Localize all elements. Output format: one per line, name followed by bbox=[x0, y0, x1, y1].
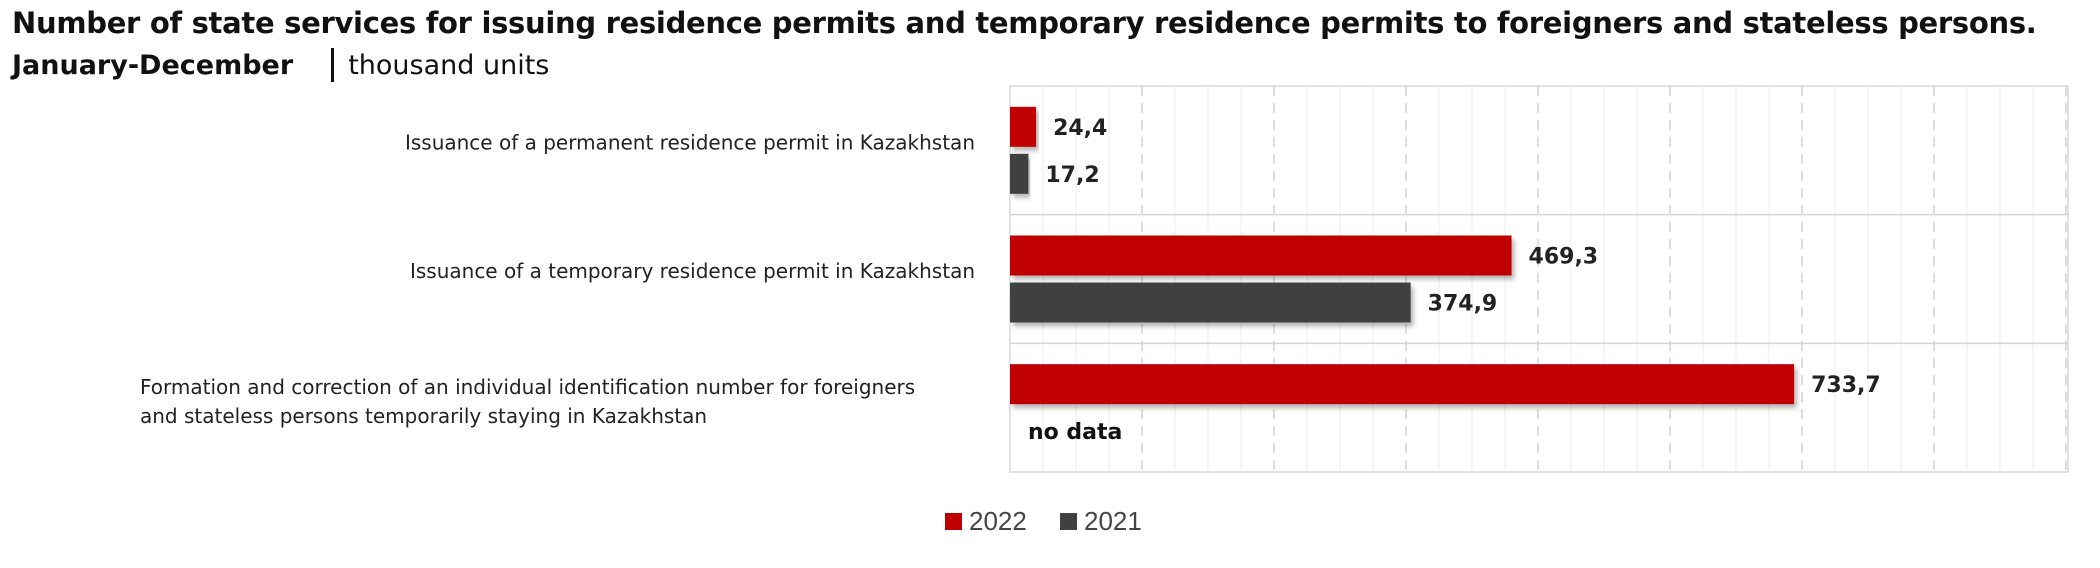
bar-2021-1 bbox=[1010, 282, 1411, 323]
plot-frame bbox=[1009, 85, 2069, 473]
chart-subtitle-row: January-December thousand units bbox=[12, 48, 549, 82]
chart-units: thousand units bbox=[348, 49, 550, 81]
bar-2022-1 bbox=[1010, 235, 1512, 276]
category-label: Issuance of a temporary residence permit… bbox=[410, 259, 975, 283]
bar-2022-0 bbox=[1010, 106, 1037, 147]
chart-bars bbox=[1010, 106, 1795, 405]
legend-swatch-2021 bbox=[1060, 513, 1077, 530]
value-labels: 24,4 17,2 469,3 374,9 733,7 no data bbox=[1028, 116, 1881, 445]
value-label: 17,2 bbox=[1045, 163, 1099, 188]
legend-label-2021: 2021 bbox=[1084, 506, 1142, 536]
chart-title: Number of state services for issuing res… bbox=[12, 6, 2037, 40]
value-label: 24,4 bbox=[1053, 116, 1107, 141]
chart-gridlines bbox=[1009, 85, 2069, 473]
subtitle-separator bbox=[331, 48, 335, 82]
bar-2022-2 bbox=[1010, 364, 1795, 405]
no-data-label: no data bbox=[1028, 420, 1122, 445]
value-label: 374,9 bbox=[1428, 292, 1498, 317]
category-label: and stateless persons temporarily stayin… bbox=[140, 404, 707, 428]
value-label: 733,7 bbox=[1811, 373, 1881, 398]
chart-legend: 2022 2021 bbox=[945, 506, 1142, 536]
legend-swatch-2022 bbox=[945, 513, 962, 530]
category-label: Issuance of a permanent residence permit… bbox=[405, 130, 975, 154]
legend-label-2022: 2022 bbox=[969, 506, 1027, 536]
category-labels: Issuance of a permanent residence permit… bbox=[140, 130, 975, 428]
value-label: 469,3 bbox=[1529, 245, 1599, 270]
chart-period: January-December bbox=[12, 49, 294, 81]
category-label: Formation and correction of an individua… bbox=[140, 375, 915, 399]
bar-2021-0 bbox=[1010, 153, 1029, 194]
